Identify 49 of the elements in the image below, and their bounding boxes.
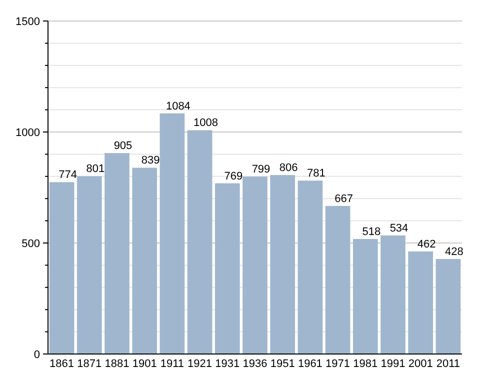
data-label: 774 bbox=[58, 169, 77, 182]
y-tick-label: 1000 bbox=[16, 126, 40, 139]
x-tick-label: 1901 bbox=[132, 358, 157, 370]
y-tick-label: 500 bbox=[22, 238, 40, 250]
bar bbox=[408, 251, 434, 354]
data-label: 428 bbox=[445, 246, 464, 258]
x-tick-label: 1981 bbox=[353, 358, 378, 370]
data-label: 839 bbox=[141, 154, 160, 167]
x-tick-label: 1931 bbox=[215, 358, 240, 370]
data-label: 534 bbox=[390, 222, 408, 234]
bar bbox=[325, 206, 350, 354]
x-tick-label: 2011 bbox=[436, 358, 460, 370]
data-label: 806 bbox=[279, 162, 298, 174]
bar bbox=[436, 258, 461, 354]
data-label: 905 bbox=[114, 140, 132, 152]
bar bbox=[242, 176, 268, 354]
x-tick-label: 1961 bbox=[298, 358, 322, 370]
bar bbox=[214, 183, 240, 354]
x-tick-label: 1971 bbox=[326, 358, 350, 370]
bar bbox=[187, 130, 212, 354]
data-label: 799 bbox=[252, 164, 270, 176]
x-tick-label: 1951 bbox=[270, 358, 295, 370]
bar bbox=[132, 168, 158, 354]
x-tick-label: 1991 bbox=[380, 358, 406, 370]
bar bbox=[160, 113, 185, 354]
x-tick-label: 1911 bbox=[160, 358, 184, 370]
data-label: 801 bbox=[86, 163, 105, 176]
data-label: 1084 bbox=[166, 100, 190, 112]
bar bbox=[49, 182, 74, 354]
bar bbox=[352, 239, 378, 354]
bar bbox=[298, 180, 323, 354]
y-tick-label: 0 bbox=[34, 348, 40, 361]
bar bbox=[76, 176, 102, 354]
x-tick-label: 1921 bbox=[188, 358, 212, 370]
data-label: 1008 bbox=[194, 117, 218, 130]
data-label: 769 bbox=[224, 170, 243, 182]
bar bbox=[270, 175, 296, 354]
y-tick-label: 1500 bbox=[16, 16, 40, 28]
x-tick-label: 2001 bbox=[408, 358, 433, 370]
data-label: 518 bbox=[362, 226, 381, 238]
data-label: 462 bbox=[417, 238, 436, 250]
x-tick-label: 1881 bbox=[104, 358, 130, 370]
x-tick-label: 1861 bbox=[50, 358, 74, 370]
data-label: 781 bbox=[307, 168, 326, 180]
bar bbox=[104, 153, 130, 354]
bar bbox=[380, 235, 406, 354]
x-tick-label: 1936 bbox=[242, 358, 268, 370]
x-tick-label: 1871 bbox=[77, 358, 102, 370]
data-label: 667 bbox=[334, 192, 353, 205]
